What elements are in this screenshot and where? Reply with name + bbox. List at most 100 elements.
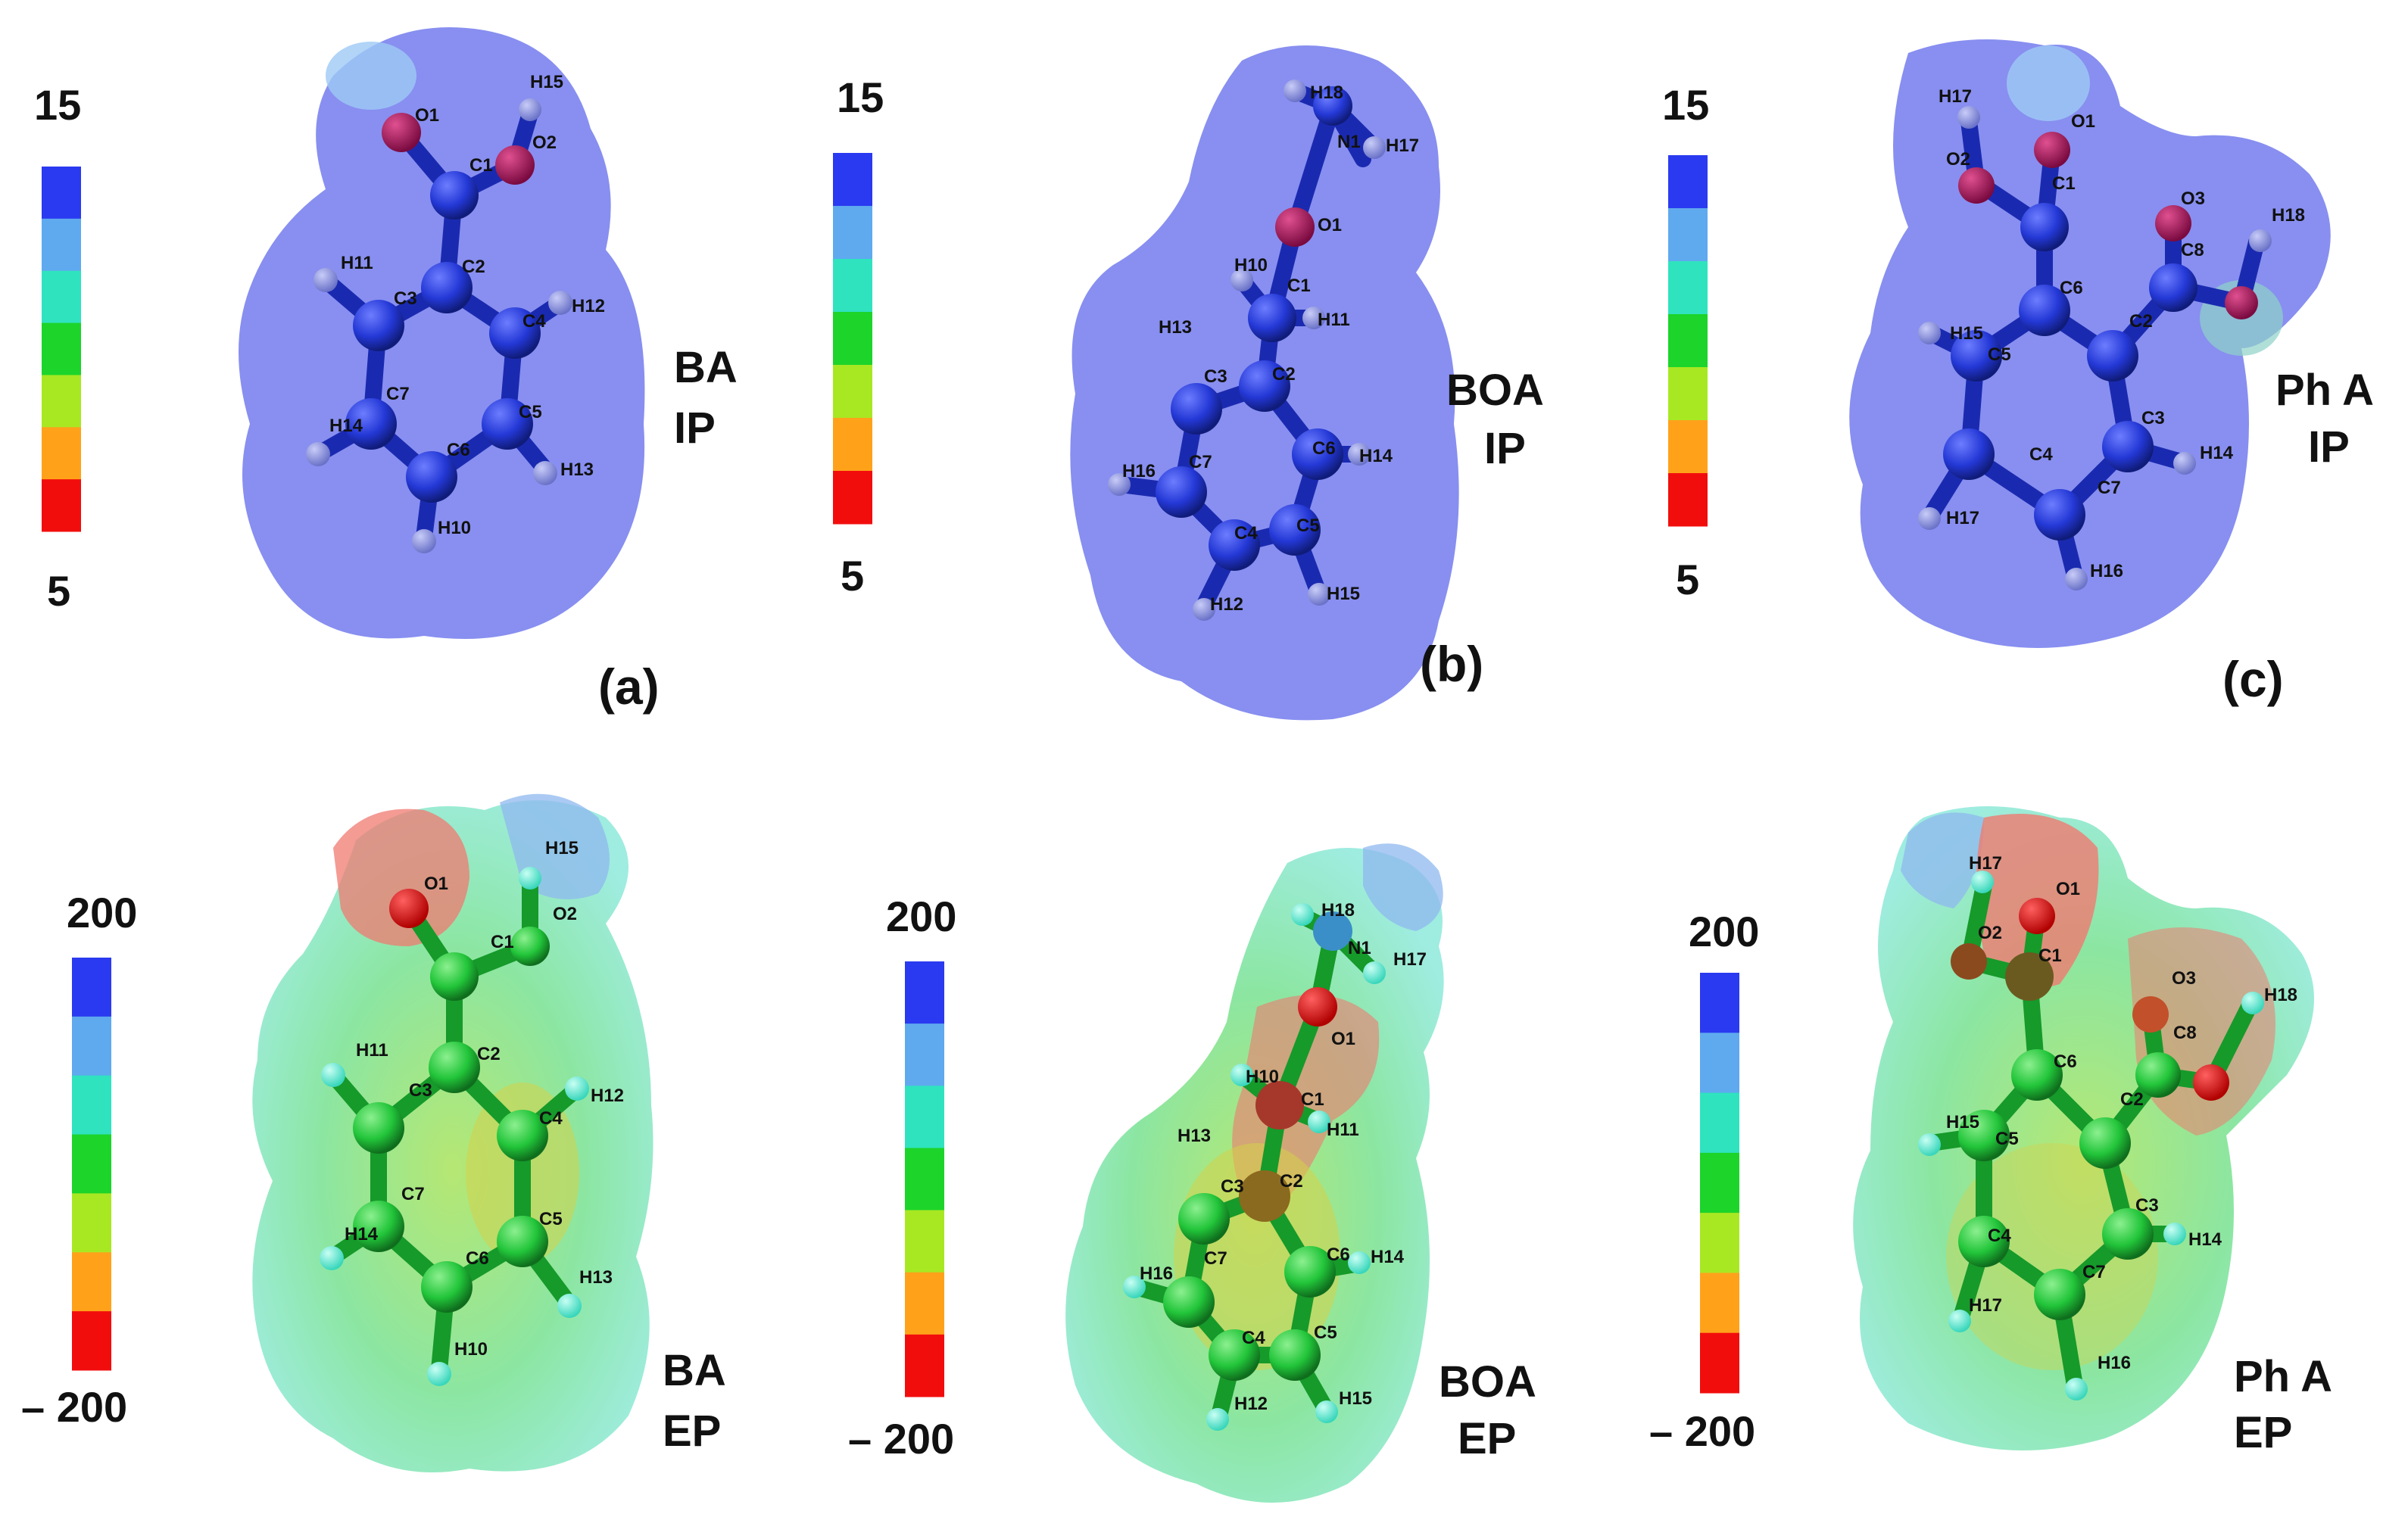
svg-text:H13: H13 bbox=[1177, 1126, 1211, 1146]
property-b-ip: IP bbox=[1484, 424, 1526, 473]
svg-text:N1: N1 bbox=[1348, 938, 1371, 958]
svg-text:C5: C5 bbox=[539, 1209, 563, 1229]
colorbar-c-ip bbox=[1668, 155, 1708, 527]
colorbar-segment bbox=[905, 1334, 944, 1397]
molecule-name-a-ip: BA bbox=[674, 343, 738, 392]
colorbar-segment bbox=[72, 1252, 111, 1312]
svg-text:H14: H14 bbox=[2200, 443, 2234, 463]
svg-text:H17: H17 bbox=[1939, 86, 1972, 107]
colorbar-segment bbox=[42, 375, 81, 428]
svg-text:H10: H10 bbox=[1234, 255, 1268, 276]
panel-c-ip: 15 5 bbox=[1662, 39, 2374, 707]
svg-text:C5: C5 bbox=[1988, 344, 2011, 365]
svg-text:O3: O3 bbox=[2181, 188, 2205, 209]
scale-min-a-ip: 5 bbox=[47, 567, 70, 615]
scale-max-c-ep: 200 bbox=[1689, 908, 1759, 955]
scale-min-c-ip: 5 bbox=[1676, 556, 1699, 603]
scale-max-c-ip: 15 bbox=[1662, 81, 1709, 129]
svg-text:C4: C4 bbox=[539, 1108, 563, 1129]
ip-surface-ba bbox=[239, 27, 645, 639]
svg-text:O1: O1 bbox=[415, 105, 439, 126]
svg-text:C3: C3 bbox=[2135, 1195, 2159, 1216]
atom-labels-boa-ep: H18 N1 H17 O1 H10 C1 H11 H13 C2 C3 C7 C6… bbox=[1140, 900, 1427, 1414]
colorbar-segment bbox=[905, 1210, 944, 1273]
svg-text:H14: H14 bbox=[345, 1224, 379, 1245]
svg-text:H11: H11 bbox=[1327, 1120, 1359, 1140]
panel-a-ep: 200 – 200 bbox=[21, 793, 726, 1472]
svg-text:O1: O1 bbox=[1318, 215, 1342, 235]
property-c-ep: EP bbox=[2234, 1408, 2292, 1457]
svg-text:C4: C4 bbox=[2029, 444, 2053, 465]
svg-text:H14: H14 bbox=[329, 416, 363, 436]
scale-max-b-ep: 200 bbox=[886, 893, 956, 940]
svg-text:O1: O1 bbox=[2071, 111, 2095, 132]
colorbar-segment bbox=[833, 471, 872, 525]
scale-min-b-ep: – 200 bbox=[848, 1415, 954, 1463]
svg-text:C6: C6 bbox=[1327, 1245, 1350, 1265]
svg-text:H11: H11 bbox=[341, 253, 373, 273]
svg-text:C7: C7 bbox=[1204, 1248, 1227, 1269]
svg-text:N1: N1 bbox=[1337, 132, 1361, 152]
svg-text:C3: C3 bbox=[409, 1080, 432, 1101]
svg-text:H16: H16 bbox=[2090, 561, 2123, 581]
colorbar-segment bbox=[1668, 261, 1708, 315]
svg-text:H12: H12 bbox=[1234, 1394, 1268, 1414]
colorbar-segment bbox=[1668, 314, 1708, 368]
colorbar-segment bbox=[72, 1134, 111, 1194]
colorbar-b-ip bbox=[833, 153, 872, 525]
svg-text:H10: H10 bbox=[438, 518, 471, 538]
property-a-ep: EP bbox=[663, 1407, 721, 1456]
svg-text:C7: C7 bbox=[2082, 1262, 2106, 1282]
svg-text:C1: C1 bbox=[469, 155, 493, 176]
svg-text:H10: H10 bbox=[454, 1339, 488, 1360]
atom-labels-ba-ip: O1 H15 C1 O2 C2 H11 C3 C4 H12 C7 C5 H14 … bbox=[329, 72, 605, 538]
svg-text:C4: C4 bbox=[1234, 523, 1258, 544]
svg-text:C6: C6 bbox=[2060, 278, 2083, 298]
colorbar-segment bbox=[833, 312, 872, 366]
molecule-name-b-ep: BOA bbox=[1439, 1357, 1536, 1407]
svg-text:C3: C3 bbox=[394, 288, 417, 309]
svg-text:C1: C1 bbox=[2038, 946, 2062, 966]
svg-text:H17: H17 bbox=[1386, 136, 1419, 156]
panel-label-c: (c) bbox=[2222, 651, 2284, 707]
colorbar-segment bbox=[42, 270, 81, 324]
svg-text:H12: H12 bbox=[572, 296, 605, 316]
svg-text:C7: C7 bbox=[401, 1184, 425, 1204]
property-c-ip: IP bbox=[2308, 422, 2350, 472]
svg-text:H15: H15 bbox=[1946, 1112, 1979, 1132]
svg-text:C1: C1 bbox=[491, 932, 514, 952]
svg-text:C4: C4 bbox=[1242, 1328, 1265, 1348]
colorbar-segment bbox=[1668, 473, 1708, 527]
atoms-ba-ip bbox=[306, 98, 572, 553]
scale-min-b-ip: 5 bbox=[841, 552, 864, 600]
svg-text:O2: O2 bbox=[532, 132, 557, 153]
svg-text:H16: H16 bbox=[1140, 1263, 1173, 1284]
svg-text:H14: H14 bbox=[2188, 1229, 2222, 1250]
svg-text:C7: C7 bbox=[1189, 452, 1212, 472]
svg-text:H10: H10 bbox=[1246, 1067, 1279, 1087]
svg-text:H18: H18 bbox=[1321, 900, 1355, 921]
svg-text:H13: H13 bbox=[579, 1267, 613, 1288]
svg-text:H17: H17 bbox=[1969, 853, 2002, 874]
svg-text:H15: H15 bbox=[1950, 323, 1983, 344]
scale-max-b-ip: 15 bbox=[837, 73, 884, 121]
scale-max-a-ip: 15 bbox=[34, 81, 81, 129]
svg-text:C3: C3 bbox=[1221, 1176, 1244, 1197]
svg-text:H12: H12 bbox=[591, 1086, 624, 1106]
ep-surface-ba bbox=[252, 800, 653, 1472]
svg-text:H18: H18 bbox=[2264, 985, 2297, 1005]
svg-text:H13: H13 bbox=[560, 460, 594, 480]
svg-text:C2: C2 bbox=[2129, 311, 2153, 332]
svg-text:C3: C3 bbox=[1204, 366, 1227, 387]
svg-text:C2: C2 bbox=[477, 1044, 501, 1064]
svg-text:C1: C1 bbox=[1301, 1089, 1324, 1110]
svg-text:H16: H16 bbox=[2098, 1353, 2131, 1373]
colorbar-c-ep bbox=[1700, 973, 1739, 1394]
svg-text:C6: C6 bbox=[2054, 1051, 2077, 1072]
atom-labels-pha-ep: H17 O1 O2 C1 O3 H18 C8 C6 C2 H15 C5 C3 C… bbox=[1946, 853, 2297, 1373]
svg-text:C7: C7 bbox=[386, 384, 410, 404]
svg-text:O2: O2 bbox=[1978, 923, 2002, 943]
svg-text:C5: C5 bbox=[1296, 516, 1320, 536]
svg-text:H11: H11 bbox=[356, 1040, 388, 1061]
